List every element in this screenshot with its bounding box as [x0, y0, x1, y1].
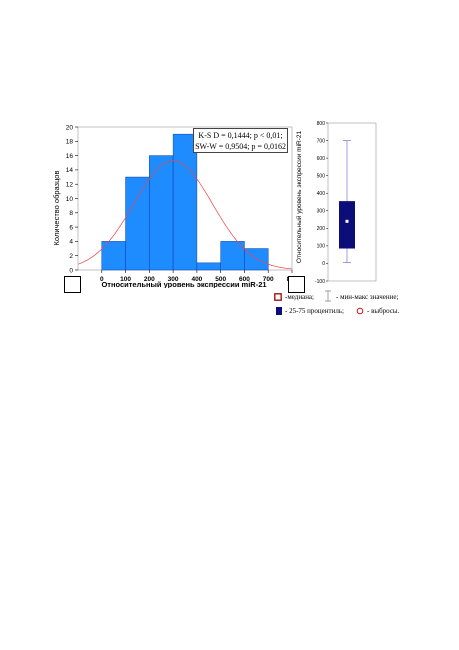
iqr-box [339, 201, 355, 249]
legend-minmax-text: - мин-макс значение; [336, 293, 399, 301]
ks-stat-text: K-S D = 0,1444; p < 0,01; [198, 131, 283, 140]
hist-x-tick-label-0: 0 [100, 276, 104, 283]
hist-y-tick-label-10: 20 [66, 124, 74, 131]
legend-iqr-text: - 25-75 процентиль; [285, 307, 344, 315]
hist-x-axis-label: Относительный уровень экспрессии miR-21 [101, 280, 266, 288]
empty-square-right [288, 276, 305, 293]
hist-x-tick-label-6: 600 [239, 276, 250, 283]
box-y-axis-label: Относительный уровень экспрессии miR-21 [295, 131, 303, 264]
iqr-legend-icon [276, 307, 282, 315]
legend-outliers-text: - выбросы. [367, 307, 400, 315]
box-y-tick-label-6: 500 [317, 173, 326, 179]
hist-x-tick-label-7: 700 [263, 276, 274, 283]
normality-stats-box: K-S D = 0,1444; p < 0,01; SW-W = 0,9504;… [193, 128, 288, 153]
box-y-tick-label-3: 200 [317, 226, 326, 232]
hist-bar-4 [196, 262, 221, 271]
hist-bar-1 [125, 176, 150, 271]
hist-x-tick-label-3: 300 [168, 276, 179, 283]
legend-median-text: -медиана; [285, 293, 314, 301]
hist-x-tick-label-1: 100 [120, 276, 131, 283]
box-y-tick-label-1: 0 [322, 261, 325, 267]
hist-y-tick-label-6: 12 [66, 182, 74, 189]
box-y-tick-label-5: 400 [317, 191, 326, 197]
hist-y-tick-label-2: 4 [69, 239, 73, 246]
whisker-legend-icon [325, 290, 331, 302]
hist-bar-6 [244, 248, 269, 271]
hist-y-tick-label-5: 10 [66, 196, 74, 203]
box-y-tick-label-4: 300 [317, 209, 326, 215]
hist-y-tick-label-9: 18 [66, 139, 74, 146]
hist-y-tick-label-7: 14 [66, 167, 74, 174]
hist-y-tick-label-0: 0 [69, 267, 73, 274]
histogram-chart: Количество образцов Относительный уровен… [52, 124, 298, 288]
median-legend-icon [274, 293, 282, 301]
hist-x-tick-label-2: 200 [144, 276, 155, 283]
hist-y-tick-label-4: 8 [69, 210, 73, 217]
box-y-tick-label-0: -100 [315, 279, 325, 285]
box-y-tick-label-8: 700 [317, 138, 326, 144]
hist-y-axis-label: Количество образцов [52, 171, 61, 246]
sw-stat-text: SW-W = 0,9504; p = 0,0162 [195, 142, 286, 151]
boxplot-chart: Относительный уровень экспрессии miR-21 … [295, 121, 377, 285]
hist-x-tick-label-5: 500 [215, 276, 226, 283]
hist-y-tick-label-8: 16 [66, 153, 74, 160]
median-marker [345, 219, 349, 223]
hist-x-tick-label-4: 400 [191, 276, 202, 283]
hist-bar-3 [172, 133, 198, 271]
outlier-legend-icon [356, 307, 364, 315]
normal-curve [77, 160, 293, 270]
box-y-tick-label-9: 800 [317, 121, 326, 127]
empty-square-left [64, 276, 81, 293]
box-y-tick-label-2: 100 [317, 244, 326, 250]
hist-bar-2 [149, 155, 174, 271]
box-y-tick-label-7: 600 [317, 156, 326, 162]
hist-y-tick-label-1: 2 [69, 253, 73, 260]
hist-y-tick-label-3: 6 [69, 224, 73, 231]
